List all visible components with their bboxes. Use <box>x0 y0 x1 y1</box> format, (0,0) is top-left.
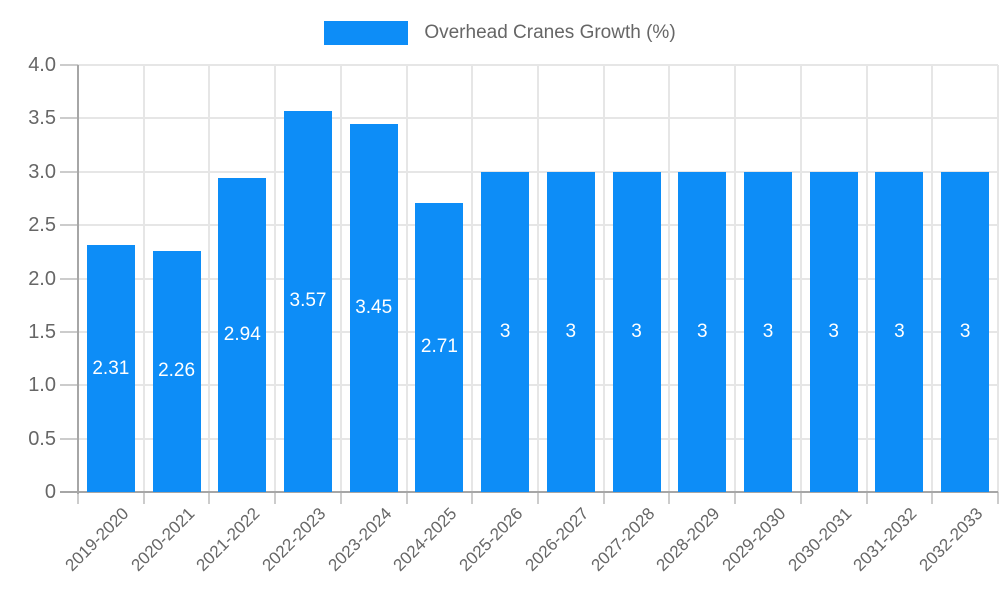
gridline-vertical <box>537 65 539 492</box>
y-axis-tick <box>60 330 78 333</box>
bar-value-label: 3 <box>959 320 971 342</box>
bar-value-label: 3 <box>565 320 577 342</box>
x-axis-tick <box>274 492 277 504</box>
bar-value-label: 2.31 <box>92 357 130 379</box>
x-axis-tick <box>799 492 802 504</box>
y-tick-label: 1.0 <box>28 374 56 397</box>
gridline-vertical <box>668 65 671 492</box>
x-axis-tick <box>537 492 539 504</box>
gridline-vertical <box>865 65 868 492</box>
gridline-vertical <box>142 65 145 492</box>
bar-value-label: 2.71 <box>420 336 458 358</box>
bar[interactable] <box>152 250 201 492</box>
x-axis-tick <box>77 492 79 504</box>
legend-swatch <box>324 21 409 45</box>
bar[interactable] <box>612 171 661 492</box>
y-tick-label: 0 <box>44 481 56 503</box>
y-tick-label: 2.0 <box>28 267 56 290</box>
x-axis-tick <box>471 492 474 504</box>
y-tick-label: 2.5 <box>28 214 56 237</box>
bar[interactable] <box>941 171 990 492</box>
gridline-vertical <box>208 65 211 492</box>
y-axis-tick <box>60 117 78 120</box>
bar[interactable] <box>415 202 464 492</box>
gridline-vertical <box>734 65 737 492</box>
x-axis-tick <box>208 492 211 504</box>
gridline-vertical <box>274 65 277 492</box>
y-axis-tick <box>60 170 78 173</box>
y-tick-label: 4.0 <box>28 54 56 76</box>
gridline-vertical <box>997 65 999 492</box>
y-axis-tick <box>60 224 78 227</box>
gridline-vertical <box>405 65 408 492</box>
bar-value-label: 2.94 <box>223 324 261 346</box>
x-axis-line <box>60 491 998 493</box>
bar[interactable] <box>744 171 792 492</box>
chart-legend[interactable]: Overhead Cranes Growth (%) <box>0 14 1000 52</box>
bar[interactable] <box>284 110 332 492</box>
x-axis-tick <box>865 492 868 504</box>
y-tick-label: 0.5 <box>28 427 56 450</box>
gridline-vertical <box>339 65 342 492</box>
bar-value-label: 3 <box>828 320 839 342</box>
y-axis-tick <box>60 277 78 280</box>
bar[interactable] <box>875 171 924 492</box>
bar-value-label: 3 <box>631 320 642 342</box>
gridline-vertical <box>931 65 934 492</box>
y-tick-label: 3.0 <box>28 160 56 183</box>
bar-value-label: 3.57 <box>289 290 327 312</box>
x-axis-tick <box>405 492 408 504</box>
y-axis-tick <box>60 384 78 387</box>
x-axis-tick <box>142 492 145 504</box>
bar[interactable] <box>546 171 595 492</box>
y-tick-label: 1.5 <box>28 320 56 343</box>
gridline-vertical <box>799 65 802 492</box>
x-axis-tick <box>931 492 934 504</box>
gridline-vertical <box>602 65 605 492</box>
bar-value-label: 3 <box>696 320 708 342</box>
bar[interactable] <box>678 171 727 492</box>
bar[interactable] <box>481 171 530 492</box>
y-axis-tick <box>60 437 78 440</box>
y-axis-line <box>77 65 79 494</box>
bar-value-label: 3 <box>894 320 905 342</box>
bar-value-label: 3 <box>499 320 511 342</box>
x-axis-tick <box>997 492 999 504</box>
gridline-vertical <box>471 65 474 492</box>
bar-value-label: 2.26 <box>158 360 196 382</box>
legend-label: Overhead Cranes Growth (%) <box>424 22 676 43</box>
bar[interactable] <box>349 123 398 492</box>
y-tick-label: 3.5 <box>28 107 56 130</box>
bar[interactable] <box>86 245 135 492</box>
x-axis-tick <box>602 492 605 504</box>
bar-value-label: 3 <box>762 320 774 342</box>
x-axis-tick <box>668 492 671 504</box>
bar-value-label: 3.45 <box>355 296 393 318</box>
bar[interactable] <box>809 171 858 492</box>
y-axis-tick <box>60 64 78 66</box>
x-axis-tick <box>339 492 342 504</box>
x-axis-tick <box>734 492 737 504</box>
bar[interactable] <box>218 178 267 492</box>
